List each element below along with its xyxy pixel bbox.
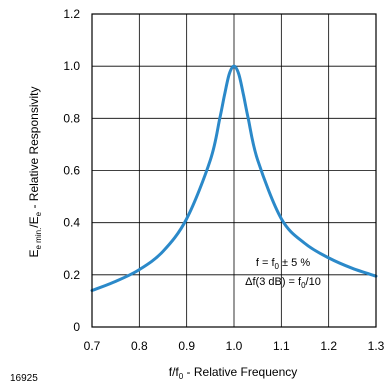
x-tick-label: 1.3 — [368, 339, 385, 353]
figure-id: 16925 — [10, 373, 38, 384]
y-tick-label: 0.4 — [63, 216, 80, 230]
series-line — [90, 64, 378, 292]
x-tick-label: 1.2 — [320, 339, 337, 353]
plot-frame — [91, 13, 377, 328]
annotation-line-1: f = f0 ± 5 % — [256, 257, 310, 271]
y-tick-label: 0.6 — [63, 164, 80, 178]
x-tick-label: 0.9 — [178, 339, 195, 353]
x-tick-label: 1.0 — [226, 339, 243, 353]
y-axis-label: Ee min./Ee - Relative Responsivity — [27, 87, 43, 258]
y-tick-label: 1.0 — [63, 59, 80, 73]
x-tick-labels: 0.7 0.8 0.9 1.0 1.1 1.2 1.3 — [84, 339, 385, 353]
x-tick-label: 0.8 — [131, 339, 148, 353]
grid — [91, 13, 377, 328]
y-tick-label: 1.2 — [63, 7, 80, 21]
y-tick-label: 0 — [73, 320, 80, 334]
y-tick-label: 0.2 — [63, 268, 80, 282]
x-tick-label: 1.1 — [273, 339, 290, 353]
y-tick-labels: 0 0.2 0.4 0.6 0.8 1.0 1.2 — [63, 7, 80, 334]
annotation-line-2: Δf(3 dB) = f0/10 — [245, 276, 321, 290]
x-axis-label: f/f0 - Relative Frequency — [169, 365, 298, 381]
x-tick-label: 0.7 — [84, 339, 101, 353]
y-tick-label: 0.8 — [63, 111, 80, 125]
